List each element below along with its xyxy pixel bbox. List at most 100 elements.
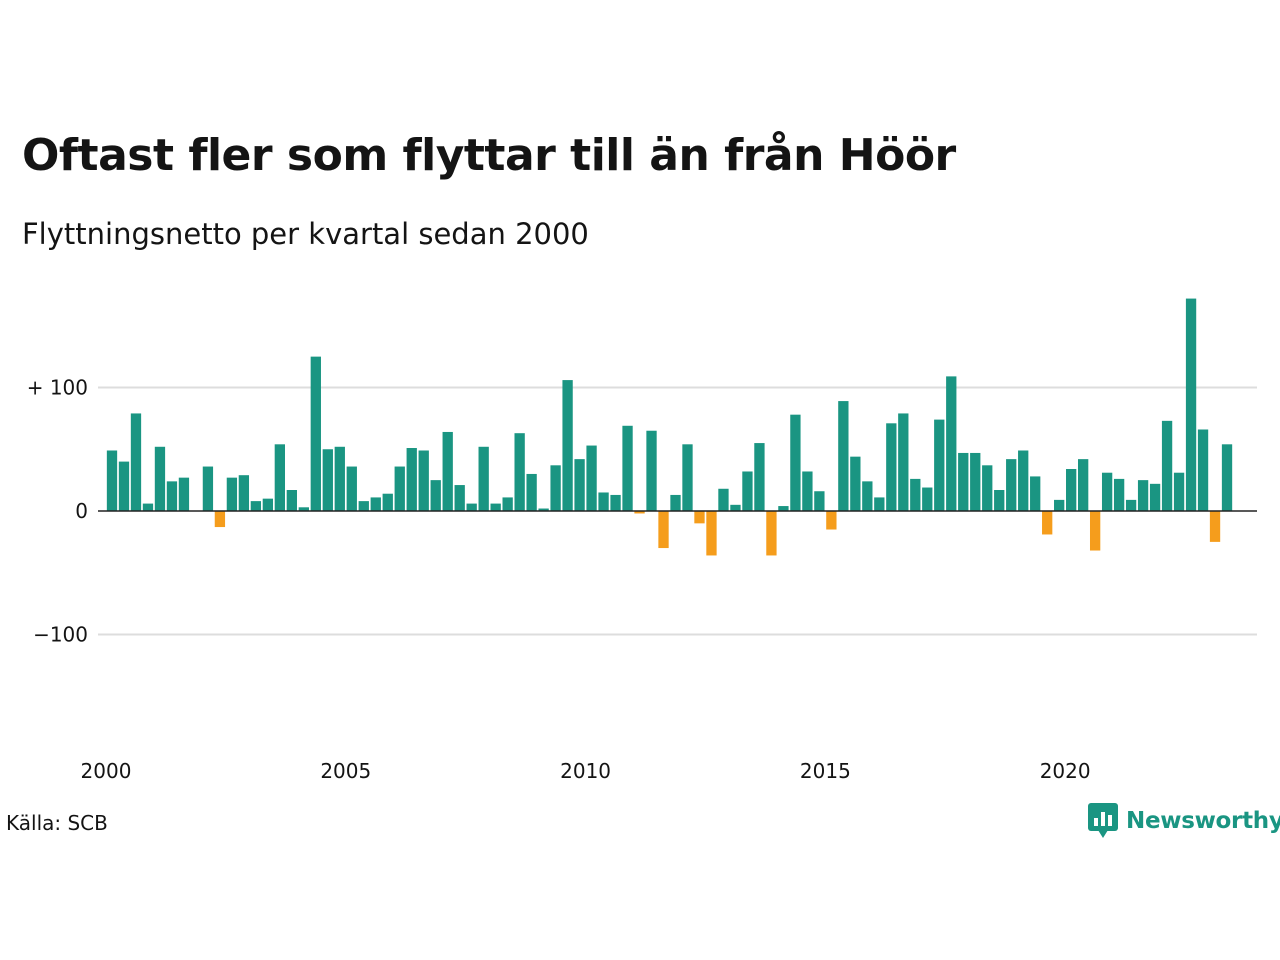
newsworthy-chat-chart-icon xyxy=(1088,803,1118,838)
x-tick-label: 2020 xyxy=(1040,759,1091,783)
bar xyxy=(814,491,825,511)
bar xyxy=(226,477,238,511)
bar xyxy=(1125,499,1137,511)
bar xyxy=(550,465,561,511)
bar xyxy=(1054,499,1065,511)
bar xyxy=(646,430,657,511)
bar xyxy=(346,466,357,511)
bar xyxy=(298,507,309,511)
bar xyxy=(202,466,214,511)
bar xyxy=(574,459,585,511)
bar xyxy=(742,471,753,511)
y-tick-label: 0 xyxy=(75,499,88,523)
bar xyxy=(1101,472,1113,511)
source-note: Källa: SCB xyxy=(6,811,108,835)
bar xyxy=(1137,480,1149,512)
bar xyxy=(286,490,297,511)
bar xyxy=(370,497,381,511)
bar xyxy=(838,401,849,511)
bar xyxy=(142,503,154,511)
bar xyxy=(418,450,429,511)
bar xyxy=(622,425,633,511)
bar xyxy=(478,446,489,511)
bar xyxy=(1030,476,1041,511)
bar xyxy=(946,376,957,511)
bar xyxy=(898,413,909,511)
bar xyxy=(1066,469,1077,511)
bar xyxy=(442,431,453,511)
bar xyxy=(1078,459,1089,511)
bar xyxy=(610,494,621,511)
x-tick-label: 2010 xyxy=(560,759,611,783)
bar xyxy=(958,452,969,511)
bar xyxy=(790,414,801,511)
x-axis-ticks: 2000 2005 2010 2015 2020 xyxy=(81,759,1091,783)
bar xyxy=(850,456,861,511)
bar xyxy=(766,511,777,556)
bar xyxy=(802,471,813,511)
bar xyxy=(694,511,705,524)
bar xyxy=(1209,511,1221,542)
bar xyxy=(934,419,945,511)
bar xyxy=(130,413,142,511)
bar xyxy=(718,488,729,511)
bar xyxy=(670,494,681,511)
bar xyxy=(982,465,993,511)
bar xyxy=(166,481,178,511)
bar xyxy=(886,423,897,511)
y-tick-label: + 100 xyxy=(27,376,88,400)
bar xyxy=(826,511,837,530)
bar xyxy=(1161,420,1173,511)
bar xyxy=(514,433,525,511)
bar xyxy=(106,450,118,511)
bar xyxy=(1006,459,1017,511)
bar xyxy=(634,511,645,514)
bar xyxy=(586,445,597,511)
bar xyxy=(658,511,669,549)
bar xyxy=(382,493,393,511)
bar xyxy=(706,511,717,556)
gridlines xyxy=(98,386,1257,636)
bar xyxy=(118,461,130,511)
bar xyxy=(262,498,274,511)
bar xyxy=(274,444,285,511)
bar xyxy=(430,480,441,512)
bar xyxy=(526,473,537,511)
chart-title: Oftast fler som flyttar till än från Höö… xyxy=(22,130,956,181)
bar xyxy=(334,446,345,511)
bar xyxy=(1042,511,1053,535)
y-tick-label: −100 xyxy=(33,623,88,647)
bar xyxy=(238,475,250,511)
bar xyxy=(1018,450,1029,511)
brand-name: Newsworthy xyxy=(1126,808,1280,834)
bar xyxy=(730,504,741,511)
bar xyxy=(358,501,369,511)
bar xyxy=(214,511,226,528)
bar xyxy=(178,477,190,511)
bar xyxy=(502,497,513,511)
bar xyxy=(874,497,885,511)
bar xyxy=(1113,478,1125,511)
bar xyxy=(154,446,166,511)
bar xyxy=(322,449,333,511)
bar xyxy=(490,503,501,511)
bar xyxy=(598,492,609,511)
x-tick-label: 2005 xyxy=(320,759,371,783)
bar xyxy=(1185,298,1197,511)
bar xyxy=(1197,429,1209,511)
y-axis-ticks: + 100 0 −100 xyxy=(27,376,88,647)
bar xyxy=(250,501,262,511)
bar xyxy=(922,487,933,511)
bar xyxy=(754,443,765,511)
chart-subtitle: Flyttningsnetto per kvartal sedan 2000 xyxy=(22,217,589,251)
bar xyxy=(406,448,417,511)
bar xyxy=(310,356,321,512)
brand-logo[interactable]: Newsworthy xyxy=(1088,803,1280,839)
bar xyxy=(778,506,789,511)
bar xyxy=(562,380,573,511)
bar xyxy=(466,503,477,511)
bar xyxy=(910,478,921,511)
bar xyxy=(994,490,1005,511)
x-tick-label: 2015 xyxy=(800,759,851,783)
